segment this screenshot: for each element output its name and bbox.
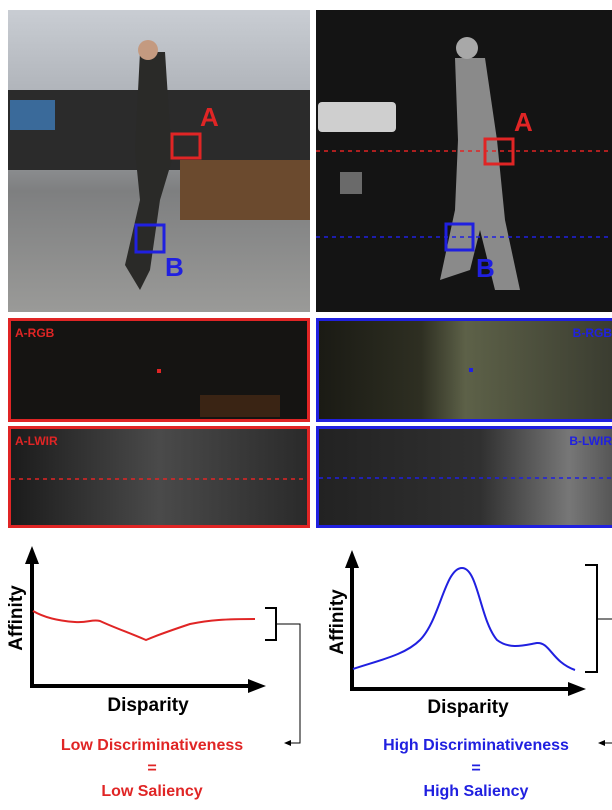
arrow-head — [25, 546, 39, 564]
patch-center — [469, 368, 473, 372]
patch-b-lwir — [316, 426, 612, 528]
bracket — [585, 564, 598, 673]
plot-low: Affinity Disparity Low Discriminativenes… — [6, 546, 301, 800]
label-a: A — [200, 102, 219, 132]
person-heat — [440, 58, 520, 290]
patches: A-RGB B-RGB A-LWIR B-LWIR — [8, 318, 612, 528]
y-axis-label: Affinity — [327, 589, 348, 655]
patch-label: A-LWIR — [15, 434, 58, 448]
caption: = — [147, 760, 156, 777]
patch-a-lwir — [8, 426, 310, 528]
arrow-head — [345, 550, 359, 568]
arrow-head — [248, 679, 266, 693]
x-axis-label: Disparity — [427, 697, 509, 718]
arrow-head — [284, 740, 291, 746]
caption: = — [471, 760, 480, 777]
plot-high: Affinity Disparity High Discriminativene… — [327, 550, 612, 800]
person-head — [138, 40, 158, 60]
region-b — [134, 223, 166, 254]
desk-top — [180, 160, 310, 220]
region-b — [444, 222, 475, 252]
connector — [276, 623, 301, 744]
hot-object — [318, 102, 396, 132]
label-b: B — [165, 252, 184, 282]
caption: High Saliency — [424, 783, 529, 800]
bracket — [265, 607, 277, 641]
label-b: B — [476, 253, 495, 283]
arrow-head — [598, 740, 605, 746]
patch-b-rgb — [316, 318, 612, 422]
region-a — [170, 132, 202, 160]
patch-label: B-LWIR — [569, 434, 612, 448]
patch-label: B-RGB — [573, 326, 612, 340]
patch-detail — [200, 395, 280, 417]
caption: Low Discriminativeness — [61, 737, 243, 754]
hot-object — [340, 172, 362, 194]
caption: Low Saliency — [101, 783, 202, 800]
lwir-image: A B — [316, 10, 612, 312]
y-axis-label: Affinity — [6, 585, 27, 651]
x-axis-label: Disparity — [107, 695, 189, 716]
patch-label: A-RGB — [15, 326, 55, 340]
monitor — [10, 100, 55, 130]
arrow-head — [568, 682, 586, 696]
affinity-curve — [32, 610, 256, 642]
caption: High Discriminativeness — [383, 737, 569, 754]
label-a: A — [514, 107, 533, 137]
affinity-curve — [352, 566, 576, 671]
rgb-image: A B — [8, 10, 310, 312]
person-heat-head — [456, 37, 478, 59]
patch-center — [157, 369, 161, 373]
region-a — [483, 137, 515, 166]
